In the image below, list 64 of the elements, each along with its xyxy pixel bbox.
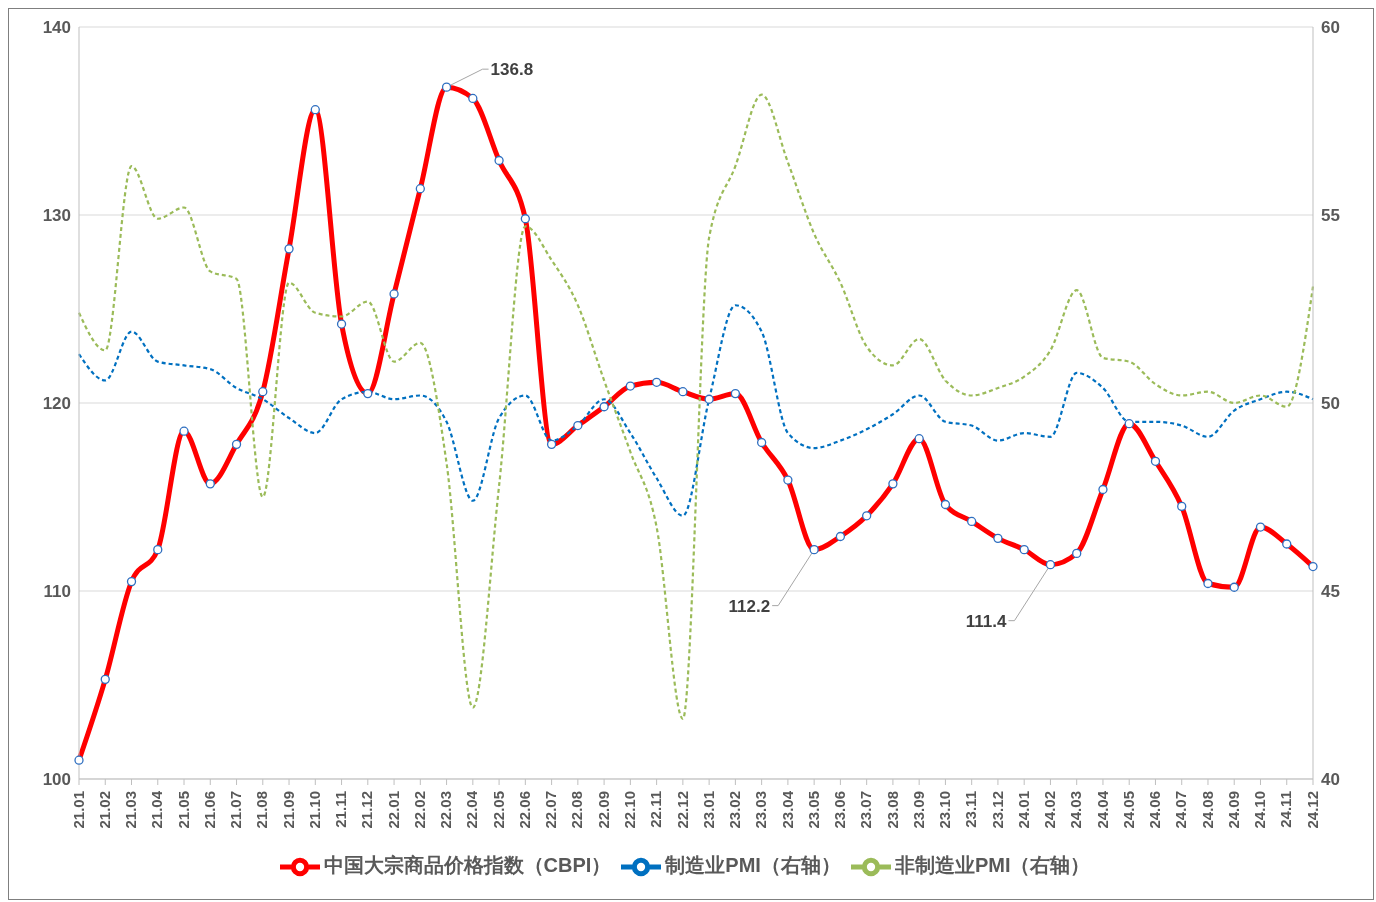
x-tick-label: 23.05 — [804, 791, 822, 829]
x-tick-label: 21.01 — [69, 791, 87, 829]
x-tick-label: 22.07 — [542, 791, 560, 829]
x-tick-label: 22.01 — [384, 791, 402, 829]
legend-label: 中国大宗商品价格指数（CBPI） — [323, 854, 612, 877]
x-tick-label: 24.11 — [1277, 791, 1295, 828]
x-tick-label: 22.03 — [437, 791, 455, 829]
x-tick-label: 24.01 — [1014, 791, 1032, 829]
y-tick-label: 110 — [43, 582, 71, 602]
x-tick-label: 24.02 — [1041, 791, 1059, 829]
x-tick-label: 21.03 — [122, 791, 140, 829]
x-tick-label: 22.05 — [489, 791, 507, 829]
x-tick-label: 22.10 — [621, 791, 639, 829]
x-tick-label: 24.07 — [1172, 791, 1190, 829]
x-tick-label: 23.08 — [883, 791, 901, 829]
x-tick-label: 23.07 — [857, 791, 875, 829]
y-tick-label: 120 — [42, 394, 71, 414]
annotation: 111.4 — [965, 611, 1007, 631]
x-tick-label: 23.12 — [988, 791, 1006, 829]
y2-tick-label: 45 — [1321, 582, 1340, 602]
y-tick-label: 140 — [42, 18, 71, 38]
x-tick-label: 22.12 — [673, 791, 691, 829]
x-tick-label: 23.09 — [909, 791, 927, 829]
x-tick-label: 22.04 — [463, 790, 481, 829]
y2-tick-label: 50 — [1321, 394, 1340, 414]
x-tick-label: 23.01 — [699, 791, 717, 829]
x-tick-label: 22.11 — [647, 791, 665, 828]
x-tick-label: 24.09 — [1224, 791, 1242, 829]
x-tick-label: 21.08 — [253, 791, 271, 829]
x-tick-label: 24.05 — [1119, 791, 1137, 829]
x-tick-label: 21.02 — [95, 791, 113, 829]
legend-label: 非制造业PMI（右轴） — [894, 854, 1091, 877]
x-tick-label: 24.04 — [1093, 790, 1111, 829]
x-tick-label: 22.09 — [594, 791, 612, 829]
x-tick-label: 21.07 — [227, 791, 245, 829]
x-tick-label: 24.03 — [1067, 791, 1085, 829]
x-tick-label: 23.06 — [831, 791, 849, 829]
x-tick-label: 23.04 — [778, 790, 796, 829]
x-tick-label: 24.06 — [1146, 791, 1164, 829]
y-tick-label: 130 — [42, 206, 71, 226]
x-tick-label: 22.02 — [410, 791, 428, 829]
x-tick-label: 23.10 — [936, 791, 954, 829]
x-tick-label: 21.09 — [279, 791, 297, 829]
annotation: 136.8 — [490, 60, 534, 80]
x-tick-label: 23.02 — [726, 791, 744, 829]
x-tick-label: 21.05 — [174, 791, 192, 829]
x-tick-label: 21.06 — [200, 791, 218, 829]
x-tick-label: 23.11 — [962, 791, 980, 828]
legend-label: 制造业PMI（右轴） — [665, 854, 841, 877]
x-tick-label: 21.10 — [305, 791, 323, 829]
y2-tick-label: 40 — [1321, 770, 1340, 790]
x-tick-label: 24.12 — [1303, 791, 1321, 829]
x-tick-label: 24.08 — [1198, 791, 1216, 829]
x-tick-label: 22.08 — [568, 791, 586, 829]
x-tick-label: 21.11 — [332, 791, 350, 828]
x-tick-label: 21.04 — [148, 790, 166, 829]
y2-tick-label: 55 — [1321, 206, 1340, 226]
y-tick-label: 100 — [42, 770, 71, 790]
annotation: 112.2 — [728, 596, 771, 616]
x-tick-label: 24.10 — [1251, 791, 1269, 829]
x-tick-label: 22.06 — [515, 791, 533, 829]
x-tick-label: 21.12 — [358, 791, 376, 829]
x-tick-label: 23.03 — [752, 791, 770, 829]
y2-tick-label: 60 — [1321, 18, 1340, 38]
